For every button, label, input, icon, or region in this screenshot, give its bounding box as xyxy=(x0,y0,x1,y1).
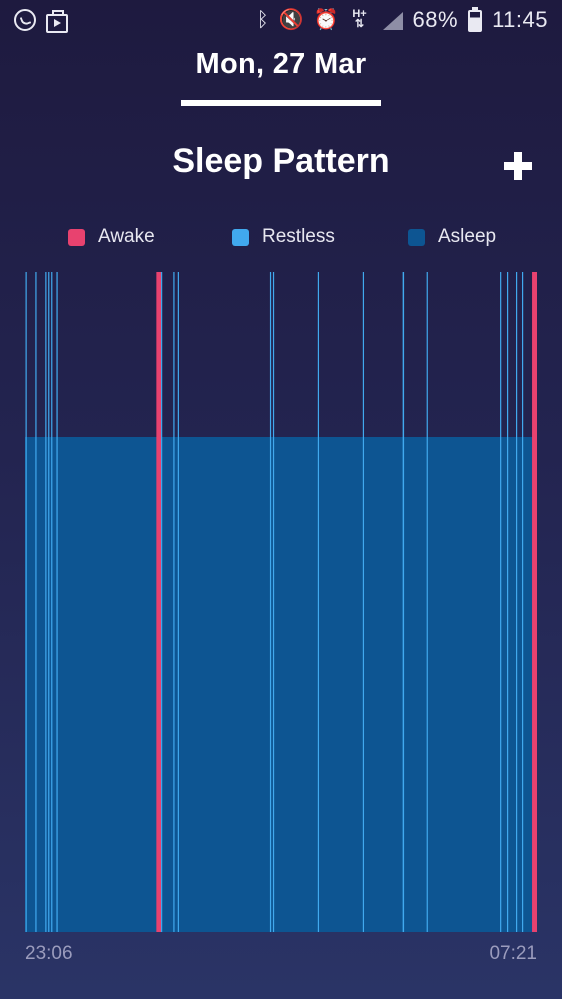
network-hplus-icon: H+ ⇅ xyxy=(352,8,367,30)
battery-icon xyxy=(468,7,483,32)
segment-restless xyxy=(516,272,518,932)
collapse-icon[interactable] xyxy=(504,152,532,180)
mute-icon: 🔇 xyxy=(278,9,304,31)
segment-awake xyxy=(532,272,537,932)
network-type-text: H+ xyxy=(352,8,367,20)
segment-restless xyxy=(45,272,47,932)
segment-asleep xyxy=(25,437,537,932)
page-title: Sleep Pattern xyxy=(172,142,390,180)
legend-label-restless: Restless xyxy=(262,226,335,247)
date-underline xyxy=(181,100,381,106)
whatsapp-icon xyxy=(14,9,36,31)
segment-restless xyxy=(56,272,58,932)
segment-restless xyxy=(173,272,175,932)
segment-restless xyxy=(269,272,272,932)
legend-swatch-asleep xyxy=(408,228,425,246)
alarm-icon: ⏰ xyxy=(313,9,339,31)
date-title: Mon, 27 Mar xyxy=(195,48,367,80)
segment-restless xyxy=(272,272,275,932)
legend-item-awake: Awake xyxy=(68,226,155,248)
status-right: ᛒ 🔇 ⏰ H+ ⇅ 68% 11:45 xyxy=(257,7,548,33)
sleep-chart-svg xyxy=(25,272,537,932)
bluetooth-icon: ᛒ xyxy=(256,9,269,31)
segment-restless xyxy=(402,272,405,932)
x-axis: 23:06 07:21 xyxy=(25,943,537,967)
status-left xyxy=(14,9,68,33)
legend-label-awake: Awake xyxy=(98,226,155,247)
segment-restless xyxy=(522,272,524,932)
status-time: 11:45 xyxy=(492,7,548,32)
segment-restless xyxy=(35,272,37,932)
legend-swatch-restless xyxy=(232,228,249,246)
segment-restless xyxy=(48,272,50,932)
segment-restless xyxy=(317,272,320,932)
date-tab[interactable]: Mon, 27 Mar xyxy=(0,48,562,106)
segment-restless xyxy=(362,272,365,932)
segment-restless xyxy=(507,272,509,932)
segment-restless xyxy=(177,272,179,932)
x-axis-start-label: 23:06 xyxy=(25,943,73,964)
legend-item-restless: Restless xyxy=(232,226,335,248)
segment-restless xyxy=(426,272,428,932)
segment-restless xyxy=(161,272,163,932)
segment-restless xyxy=(500,272,502,932)
legend-swatch-awake xyxy=(68,228,85,246)
legend-label-asleep: Asleep xyxy=(438,226,497,247)
sleep-chart[interactable] xyxy=(25,272,537,932)
chart-legend: Awake Restless Asleep xyxy=(0,226,562,250)
segment-restless xyxy=(25,272,27,932)
battery-percent: 68% xyxy=(412,7,459,32)
x-axis-end-label: 07:21 xyxy=(489,943,537,964)
segment-awake xyxy=(156,272,162,932)
segment-restless xyxy=(51,272,53,932)
status-bar: ᛒ 🔇 ⏰ H+ ⇅ 68% 11:45 xyxy=(0,0,562,40)
signal-icon xyxy=(381,10,403,30)
legend-item-asleep: Asleep xyxy=(408,226,496,248)
briefcase-play-icon xyxy=(46,9,68,33)
